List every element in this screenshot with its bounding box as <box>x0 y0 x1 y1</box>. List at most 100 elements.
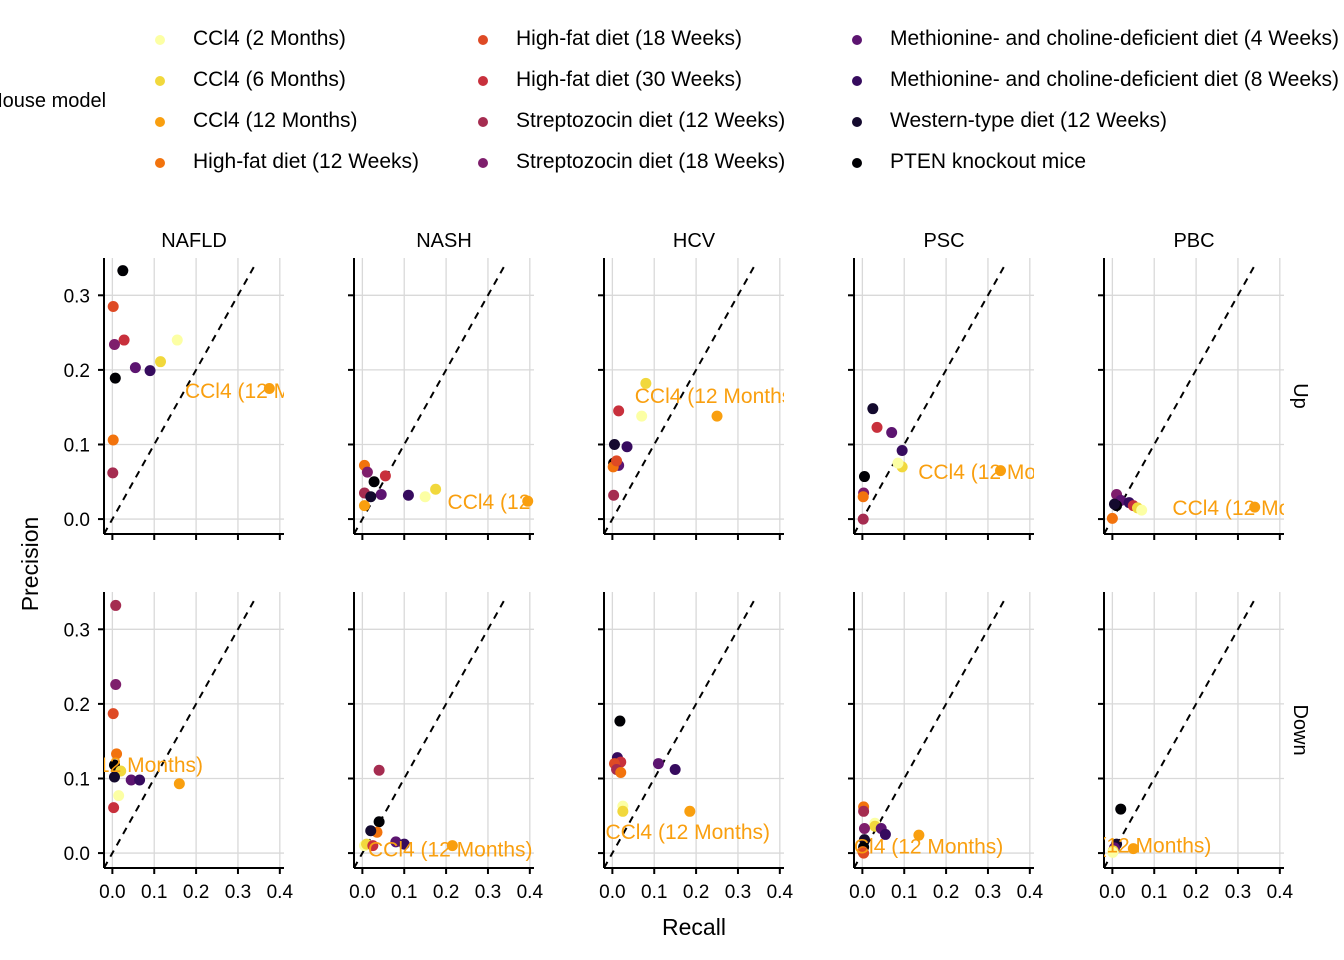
data-point <box>613 405 625 417</box>
data-point <box>913 829 925 841</box>
data-point <box>858 822 870 834</box>
x-tick-label: 0.4 <box>1267 882 1294 903</box>
data-point <box>608 438 620 450</box>
data-point <box>144 365 156 377</box>
data-point <box>171 334 183 346</box>
x-tick-label: 0.4 <box>267 882 294 903</box>
x-tick-label: 0.1 <box>391 882 417 903</box>
point-annotation-label: CCl4 (12 Months) <box>839 835 1004 858</box>
data-point <box>871 421 883 433</box>
data-point <box>107 434 119 446</box>
data-point <box>358 500 370 512</box>
legend-item-label: CCl4 (12 Months) <box>193 109 358 132</box>
legend-item-label: PTEN knockout mice <box>890 150 1087 173</box>
point-annotation-label: CCl4 (12 Months) <box>635 385 800 408</box>
data-point <box>129 362 141 374</box>
facet-panel: CCl4 (12 Months) <box>1098 258 1284 540</box>
facet-panel: 0.0 0.1 0.2 0.3 0.4 CCl4 (12 Months) <box>348 592 543 903</box>
x-tick-label: 0.1 <box>1141 882 1167 903</box>
data-point <box>617 805 629 817</box>
y-tick-label: 0.3 <box>64 620 90 641</box>
data-point <box>886 427 898 439</box>
facet-column-label: PSC <box>923 230 964 252</box>
x-tick-label: 0.1 <box>641 882 667 903</box>
data-point <box>402 489 414 501</box>
y-tick-label: 0.2 <box>64 361 90 382</box>
data-point <box>857 491 869 503</box>
panel-content: CCl4 (12 Months) <box>839 598 1006 868</box>
y-tick-label: 0.0 <box>64 510 90 531</box>
data-point <box>711 410 723 422</box>
reference-line <box>1104 264 1256 534</box>
data-point <box>134 774 146 786</box>
panel-content: CCl4 (12 Months) <box>604 598 770 868</box>
x-tick-label: 0.0 <box>599 882 625 903</box>
legend-swatch <box>852 158 862 168</box>
x-tick-label: 0.2 <box>183 882 209 903</box>
legend-swatch <box>155 158 165 168</box>
data-point <box>361 466 373 478</box>
data-point <box>263 383 275 395</box>
panel-content: CCl4 (12 Months) <box>1104 264 1284 534</box>
data-point <box>419 491 431 503</box>
legend-swatch <box>155 35 165 45</box>
x-tick-label: 0.1 <box>891 882 917 903</box>
x-tick-label: 0.2 <box>933 882 959 903</box>
data-point <box>367 840 379 852</box>
data-point <box>113 790 125 802</box>
legend-item-label: Streptozocin diet (18 Weeks) <box>516 150 786 173</box>
facet-panel: CCl4 (12 Months) <box>848 258 1034 540</box>
data-point <box>615 767 627 779</box>
legend-item-label: Methionine- and choline-deficient diet (… <box>890 68 1340 91</box>
legend-item-label: Western-type diet (12 Weeks) <box>890 109 1167 132</box>
legend-item-label: Streptozocin diet (12 Weeks) <box>516 109 786 132</box>
x-tick-label: 0.3 <box>1225 882 1251 903</box>
facet-panel: 0.0 0.1 0.2 0.3 0.0 0.1 0.2 0.3 0.4 CCl4 (12 Mont… <box>38 592 294 903</box>
point-annotation-label: CCl4 (12 Months) <box>38 754 203 777</box>
facet-row-label: Down <box>1289 704 1311 755</box>
data-point <box>107 467 119 479</box>
data-point <box>398 838 410 850</box>
data-point <box>379 470 391 482</box>
data-point <box>858 805 870 817</box>
x-tick-label: 0.0 <box>349 882 375 903</box>
x-tick-label: 0.3 <box>475 882 501 903</box>
panel-content: CCl4 (12 Months) <box>604 264 800 534</box>
point-annotation-label: CCl4 (12 Months) <box>1047 835 1212 858</box>
y-tick-label: 0.2 <box>64 695 90 716</box>
x-tick-label: 0.3 <box>725 882 751 903</box>
panel-content: CCl4 (12 Months) <box>38 598 256 868</box>
facet-column-label: NAFLD <box>161 230 227 252</box>
point-annotation-label: CCl4 (12 Months) <box>448 491 613 514</box>
data-point <box>858 471 870 483</box>
x-tick-label: 0.0 <box>1099 882 1125 903</box>
x-tick-label: 0.2 <box>433 882 459 903</box>
data-point <box>896 444 908 456</box>
x-tick-label: 0.0 <box>849 882 875 903</box>
data-point <box>1115 803 1127 815</box>
data-point <box>155 356 167 368</box>
y-tick-label: 0.3 <box>64 286 90 307</box>
x-tick-label: 0.1 <box>141 882 167 903</box>
data-point <box>373 816 385 828</box>
y-axis-label: Precision <box>17 517 43 612</box>
facet-panel: 0.0 0.1 0.2 0.3 0.4 CCl4 (12 Months) <box>839 592 1043 903</box>
panel-content: CCl4 (12 Months) <box>854 264 1034 534</box>
legend-item-label: High-fat diet (30 Weeks) <box>516 68 743 91</box>
data-point <box>118 334 130 346</box>
legend-swatch <box>155 76 165 86</box>
data-point <box>117 265 129 277</box>
legend-swatch <box>478 35 488 45</box>
facet-column-label: PBC <box>1173 230 1214 252</box>
data-point <box>1249 501 1261 513</box>
data-point <box>110 678 122 690</box>
legend-item-label: Methionine- and choline-deficient diet (… <box>890 27 1340 50</box>
legend-swatch <box>852 117 862 127</box>
data-point <box>373 764 385 776</box>
data-point <box>669 764 681 776</box>
legend-item-label: CCl4 (2 Months) <box>193 27 346 50</box>
data-point <box>111 748 123 760</box>
facet-panel: CCl4 (12 Months) <box>598 258 800 540</box>
facet-panel: CCl4 (12 Months) <box>348 258 613 540</box>
panel-content: CCl4 (12 Months) <box>104 264 284 534</box>
